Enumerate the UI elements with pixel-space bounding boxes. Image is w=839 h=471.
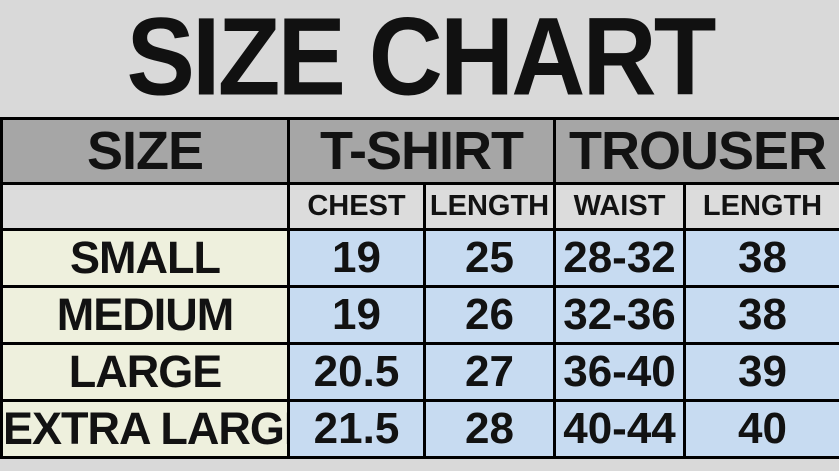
- subheader-empty: [0, 182, 290, 231]
- subheader-tshirt-chest: CHEST: [287, 182, 426, 231]
- sub-header-row: CHEST LENGTH WAIST LENGTH: [0, 182, 839, 231]
- title-band: SIZE CHART: [0, 0, 839, 117]
- table-row-medium: MEDIUM 19 26 32-36 38: [0, 285, 839, 345]
- group-header-row: SIZE T-SHIRT TROUSER: [0, 117, 839, 185]
- table-row-extra-large: EXTRA LARGE 21.5 28 40-44 40: [0, 399, 839, 459]
- table-row-small: SMALL 19 25 28-32 38: [0, 228, 839, 288]
- page-title: SIZE CHART: [125, 0, 716, 117]
- header-size: SIZE: [0, 117, 290, 185]
- cell-small-trouser-length: 38: [682, 228, 839, 288]
- cell-large-tshirt-chest: 20.5: [287, 342, 426, 402]
- header-tshirt: T-SHIRT: [287, 117, 556, 185]
- cell-large-tshirt-length: 27: [423, 342, 556, 402]
- cell-extra-large-trouser-waist: 40-44: [553, 399, 686, 459]
- cell-large-trouser-waist: 36-40: [553, 342, 686, 402]
- cell-extra-large-tshirt-chest: 21.5: [287, 399, 426, 459]
- cell-medium-trouser-length: 38: [682, 285, 839, 345]
- cell-medium-tshirt-length: 26: [423, 285, 556, 345]
- subheader-trouser-length: LENGTH: [682, 182, 839, 231]
- size-label-medium: MEDIUM: [0, 285, 290, 345]
- header-trouser: TROUSER: [552, 117, 839, 185]
- cell-small-tshirt-chest: 19: [287, 228, 426, 288]
- cell-extra-large-tshirt-length: 28: [423, 399, 556, 459]
- size-chart-table: SIZE T-SHIRT TROUSER CHEST LENGTH WAIST …: [0, 117, 839, 459]
- subheader-tshirt-length: LENGTH: [423, 182, 556, 231]
- cell-medium-tshirt-chest: 19: [287, 285, 426, 345]
- cell-small-tshirt-length: 25: [423, 228, 556, 288]
- cell-medium-trouser-waist: 32-36: [553, 285, 686, 345]
- cell-small-trouser-waist: 28-32: [553, 228, 686, 288]
- table-row-large: LARGE 20.5 27 36-40 39: [0, 342, 839, 402]
- size-label-small: SMALL: [0, 228, 290, 288]
- size-label-large: LARGE: [0, 342, 290, 402]
- cell-extra-large-trouser-length: 40: [682, 399, 839, 459]
- cell-large-trouser-length: 39: [682, 342, 839, 402]
- subheader-trouser-waist: WAIST: [553, 182, 686, 231]
- size-label-extra-large: EXTRA LARGE: [0, 399, 290, 459]
